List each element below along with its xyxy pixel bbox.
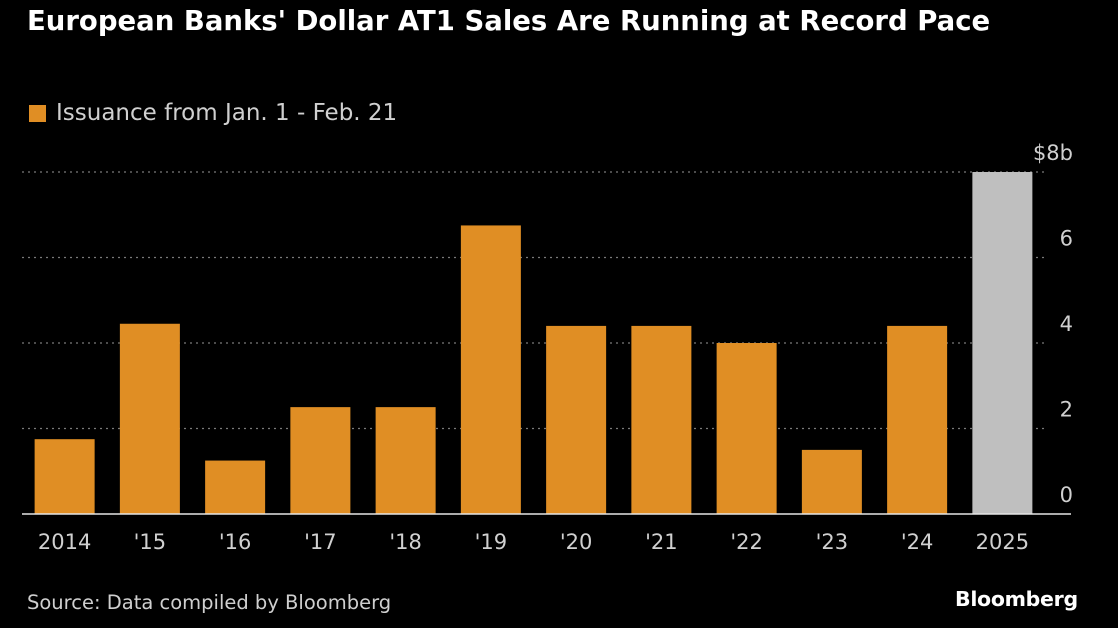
bar (460, 225, 521, 514)
bar (972, 172, 1033, 514)
x-tick-label: '21 (645, 530, 678, 554)
x-tick-label: '23 (816, 530, 849, 554)
y-tick-label: $8b (1033, 141, 1073, 165)
x-tick-label: '16 (219, 530, 252, 554)
y-tick-label: 6 (1060, 227, 1073, 251)
axes: 0 2 4 6 $8b 2014 '15 '16 '17 '18 '19 '20 '21 '22 '23 '2… (22, 141, 1073, 554)
x-tick-label: '17 (304, 530, 337, 554)
bar (887, 325, 948, 514)
bar (205, 460, 266, 514)
bar (375, 407, 436, 514)
legend-swatch (29, 104, 46, 122)
gridlines (22, 171, 1045, 430)
y-tick-label: 0 (1060, 483, 1073, 507)
bloomberg-logo: Bloomberg (955, 587, 1078, 611)
bar (546, 325, 607, 514)
bars (34, 172, 1033, 514)
x-tick-label: '18 (389, 530, 422, 554)
x-tick-label: '15 (134, 530, 167, 554)
x-tick-label: 2025 (976, 530, 1029, 554)
legend-label: Issuance from Jan. 1 - Feb. 21 (56, 100, 398, 126)
legend: Issuance from Jan. 1 - Feb. 21 (29, 98, 397, 128)
bar (290, 407, 351, 514)
bar (119, 323, 180, 514)
bar (631, 325, 692, 514)
bar-chart: 0 2 4 6 $8b 2014 '15 '16 '17 '18 '19 '20 '21 '22 '23 '2… (22, 141, 1073, 554)
y-tick-label: 2 (1060, 398, 1073, 422)
x-tick-label: '24 (901, 530, 934, 554)
chart-title: European Banks' Dollar AT1 Sales Are Run… (27, 5, 991, 37)
bar (801, 449, 862, 514)
bar (716, 343, 777, 514)
bar (34, 439, 95, 514)
x-tick-label: '19 (475, 530, 508, 554)
x-tick-label: '22 (730, 530, 763, 554)
x-tick-label: 2014 (38, 530, 91, 554)
source-note: Source: Data compiled by Bloomberg (27, 591, 392, 614)
x-tick-label: '20 (560, 530, 593, 554)
y-tick-label: 4 (1060, 312, 1073, 336)
